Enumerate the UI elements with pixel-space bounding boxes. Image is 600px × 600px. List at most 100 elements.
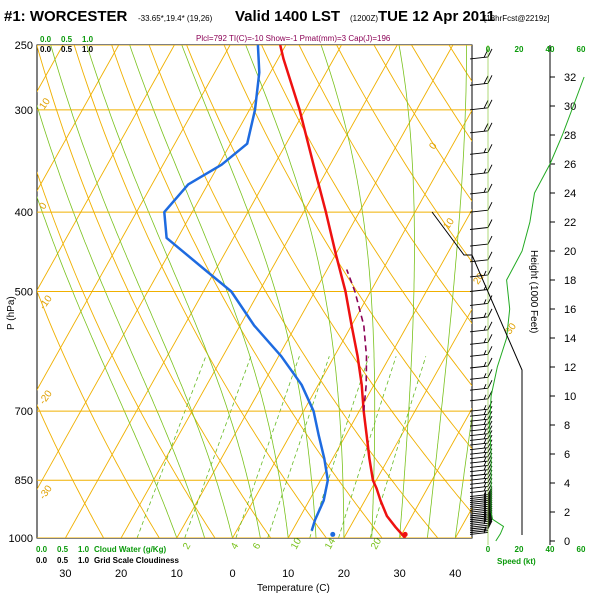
pressure-tick-label: 250 (15, 40, 33, 52)
cloud-water-tick-bottom: 1.0 (78, 545, 90, 554)
stability-indices: Plcl=792 TI(C)=-10 Show=-1 Pmat(mm)=3 Ca… (196, 34, 391, 43)
moist-adiabat (86, 45, 261, 538)
height-tick-label: 22 (564, 217, 576, 229)
dry-adiabat (336, 45, 472, 263)
mixing-ratio-label: 6 (251, 541, 264, 552)
height-tick-label: 6 (564, 449, 570, 461)
temperature-tick-label: 30 (393, 568, 405, 580)
wind-barb (469, 334, 493, 345)
wind-barb (469, 164, 493, 176)
grid-cloud-tick-top: 0.0 (40, 45, 52, 54)
isotherm-label: 0 (427, 140, 439, 151)
grid-cloud-tick-bottom: 0.0 (36, 556, 48, 565)
height-axis-panel: 0246810121416182022242628303200202040406… (431, 45, 586, 554)
chart-title: #1: WORCESTER (4, 8, 128, 25)
wind-barb (469, 321, 493, 333)
dry-adiabat (37, 290, 160, 538)
height-tick-label: 26 (564, 159, 576, 171)
dry-adiabat (588, 31, 600, 556)
height-tick-label: 32 (564, 72, 576, 84)
temperature-tick-label: 30 (59, 568, 71, 580)
temperature-tick-label: 20 (115, 568, 127, 580)
height-tick-label: 20 (564, 246, 576, 258)
wind-barb (469, 400, 493, 412)
cloud-water-tick-bottom: 0.5 (57, 545, 69, 554)
isotherm-line (37, 45, 175, 292)
pressure-tick-label: 300 (15, 105, 33, 117)
height-tick-label: 8 (564, 420, 570, 432)
mixing-ratio-label: 4 (229, 541, 242, 552)
height-tick-label: 28 (564, 130, 576, 142)
moist-adiabat (37, 195, 178, 538)
temperature-tick-label: 40 (449, 568, 461, 580)
height-tick-label: 30 (564, 101, 576, 113)
moist-adiabat (454, 413, 472, 538)
forecast-run: [18hrFcst@2219z] (484, 14, 549, 23)
height-tick-label: 12 (564, 362, 576, 374)
isotherm-line (343, 308, 472, 538)
dry-adiabat (111, 45, 383, 538)
surface-temperature-point (402, 531, 408, 537)
wind-barb (469, 144, 493, 155)
surface-dewpoint-point (330, 531, 336, 537)
wind-barb (469, 516, 493, 528)
cloud-water-tick-bottom: 0.0 (36, 545, 48, 554)
speed-axis-label: Speed (kt) (497, 557, 536, 566)
height-tick-label: 24 (564, 188, 576, 200)
height-tick-label: 14 (564, 333, 576, 345)
temperature-profile-line (278, 45, 407, 538)
moist-adiabat (320, 45, 376, 538)
isotherm-line (37, 45, 120, 192)
wind-barb (469, 201, 493, 213)
isotherm-label: -30 (37, 483, 55, 502)
height-tick-label: 0 (564, 536, 570, 548)
dry-adiabat (37, 403, 105, 538)
height-tick-label: 16 (564, 304, 576, 316)
pressure-tick-label: 500 (15, 287, 33, 299)
wind-barb (469, 266, 493, 278)
speed-tick-bottom: 40 (546, 545, 555, 554)
pressure-tick-label: 1000 (9, 533, 33, 545)
wind-barbs (469, 48, 493, 535)
isotherm-line (511, 45, 600, 538)
cloud-water-tick-top: 0.5 (61, 35, 73, 44)
dry-adiabat (73, 45, 327, 538)
wind-barb (469, 219, 493, 230)
grid-cloudiness-label: Grid Scale Cloudiness (94, 556, 179, 565)
height-tick-label: 10 (564, 391, 576, 403)
mixing-ratio-line (235, 356, 300, 538)
height-tick-label: 2 (564, 507, 570, 519)
temperature-tick-label: 0 (229, 568, 235, 580)
isotherm-label: -20 (37, 388, 55, 407)
isotherm-line (454, 507, 472, 538)
valid-time-utc: (1200Z) (350, 14, 378, 23)
wind-barb (469, 357, 493, 369)
parcel-profile-line (345, 269, 368, 412)
wind-barb (469, 235, 493, 247)
isotherm-label: 30 (503, 321, 519, 337)
series-layer (163, 45, 408, 538)
pressure-tick-label: 400 (15, 207, 33, 219)
temperature-tick-label: 20 (338, 568, 350, 580)
dry-adiabat (37, 45, 272, 538)
grid-cloud-tick-top: 1.0 (82, 45, 94, 54)
grid-cloud-tick-bottom: 1.0 (78, 556, 90, 565)
wind-barb (469, 369, 493, 380)
dry-adiabat (148, 45, 439, 538)
wind-barb (469, 99, 493, 111)
x-axis-label: Temperature (C) (257, 583, 330, 594)
speed-tick-top: 20 (515, 45, 524, 54)
wind-barb (469, 251, 493, 263)
moist-adiabat (398, 45, 415, 538)
dry-adiabat (37, 171, 216, 538)
station-coordinates: -33.65*,19.4* (19,26) (138, 14, 213, 23)
dry-adiabat (373, 45, 472, 202)
mixing-ratio-line (184, 356, 252, 538)
wind-barb (469, 308, 493, 320)
moist-adiabat (245, 45, 345, 538)
dry-adiabat (223, 45, 472, 450)
mixing-ratio-label: 20 (369, 536, 384, 552)
wind-barb (469, 520, 493, 532)
wind-barb (469, 295, 493, 306)
